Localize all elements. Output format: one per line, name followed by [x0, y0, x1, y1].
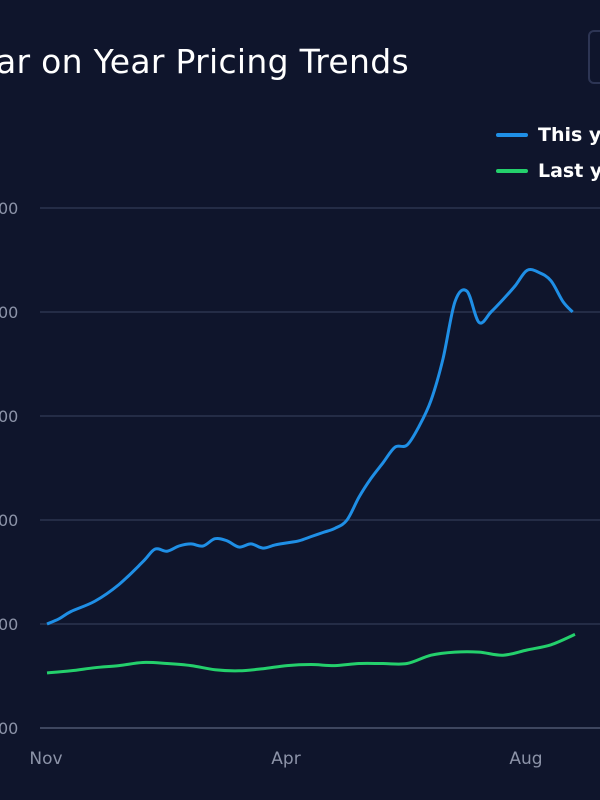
y-tick-label: 00 [0, 719, 18, 738]
chart-title: ar on Year Pricing Trends [0, 42, 409, 81]
series-line-this-year [46, 268, 574, 626]
x-tick-label: Nov [29, 749, 62, 769]
series-line-last-year [46, 633, 576, 675]
x-tick-label: Aug [509, 749, 542, 769]
y-tick-label: 00 [0, 511, 18, 530]
legend-swatch-last-year [496, 169, 528, 173]
legend-label-this-year: This y [538, 124, 600, 146]
menu-button[interactable] [588, 30, 600, 84]
y-tick-label: 00 [0, 199, 18, 218]
legend-label-last-year: Last y [538, 160, 600, 182]
y-tick-label: 00 [0, 615, 18, 634]
legend-item-this-year[interactable]: This y [496, 124, 600, 146]
legend-item-last-year[interactable]: Last y [496, 160, 600, 182]
x-tick-label: Apr [271, 749, 300, 769]
y-tick-label: 00 [0, 407, 18, 426]
y-tick-label: 00 [0, 303, 18, 322]
legend-swatch-this-year [496, 133, 528, 137]
